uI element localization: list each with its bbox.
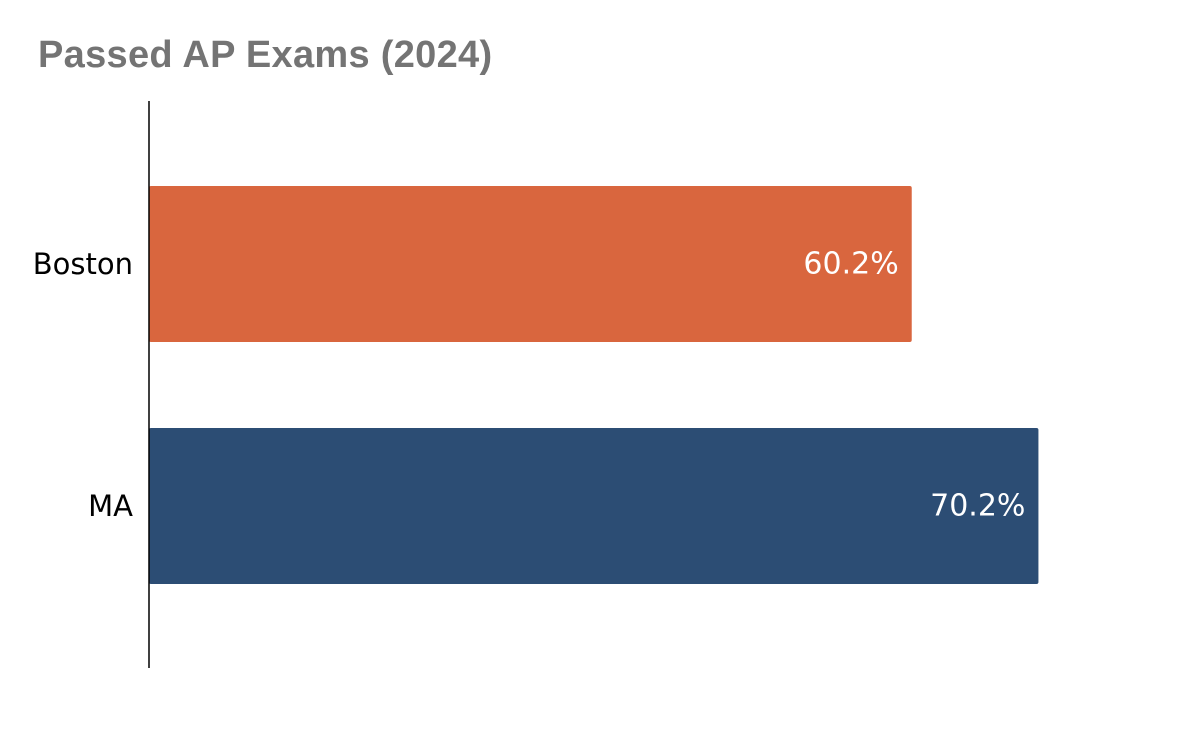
category-label-ma: MA bbox=[88, 489, 133, 523]
labels-layer: Boston 60.2% MA 70.2% bbox=[33, 247, 1026, 524]
bar-boston bbox=[149, 186, 912, 342]
chart-title: Passed AP Exams (2024) bbox=[38, 34, 493, 76]
bar-ma bbox=[149, 428, 1039, 584]
bars-layer bbox=[149, 186, 1039, 584]
category-label-boston: Boston bbox=[33, 247, 133, 281]
value-label-ma: 70.2% bbox=[930, 489, 1025, 524]
value-label-boston: 60.2% bbox=[803, 247, 898, 282]
